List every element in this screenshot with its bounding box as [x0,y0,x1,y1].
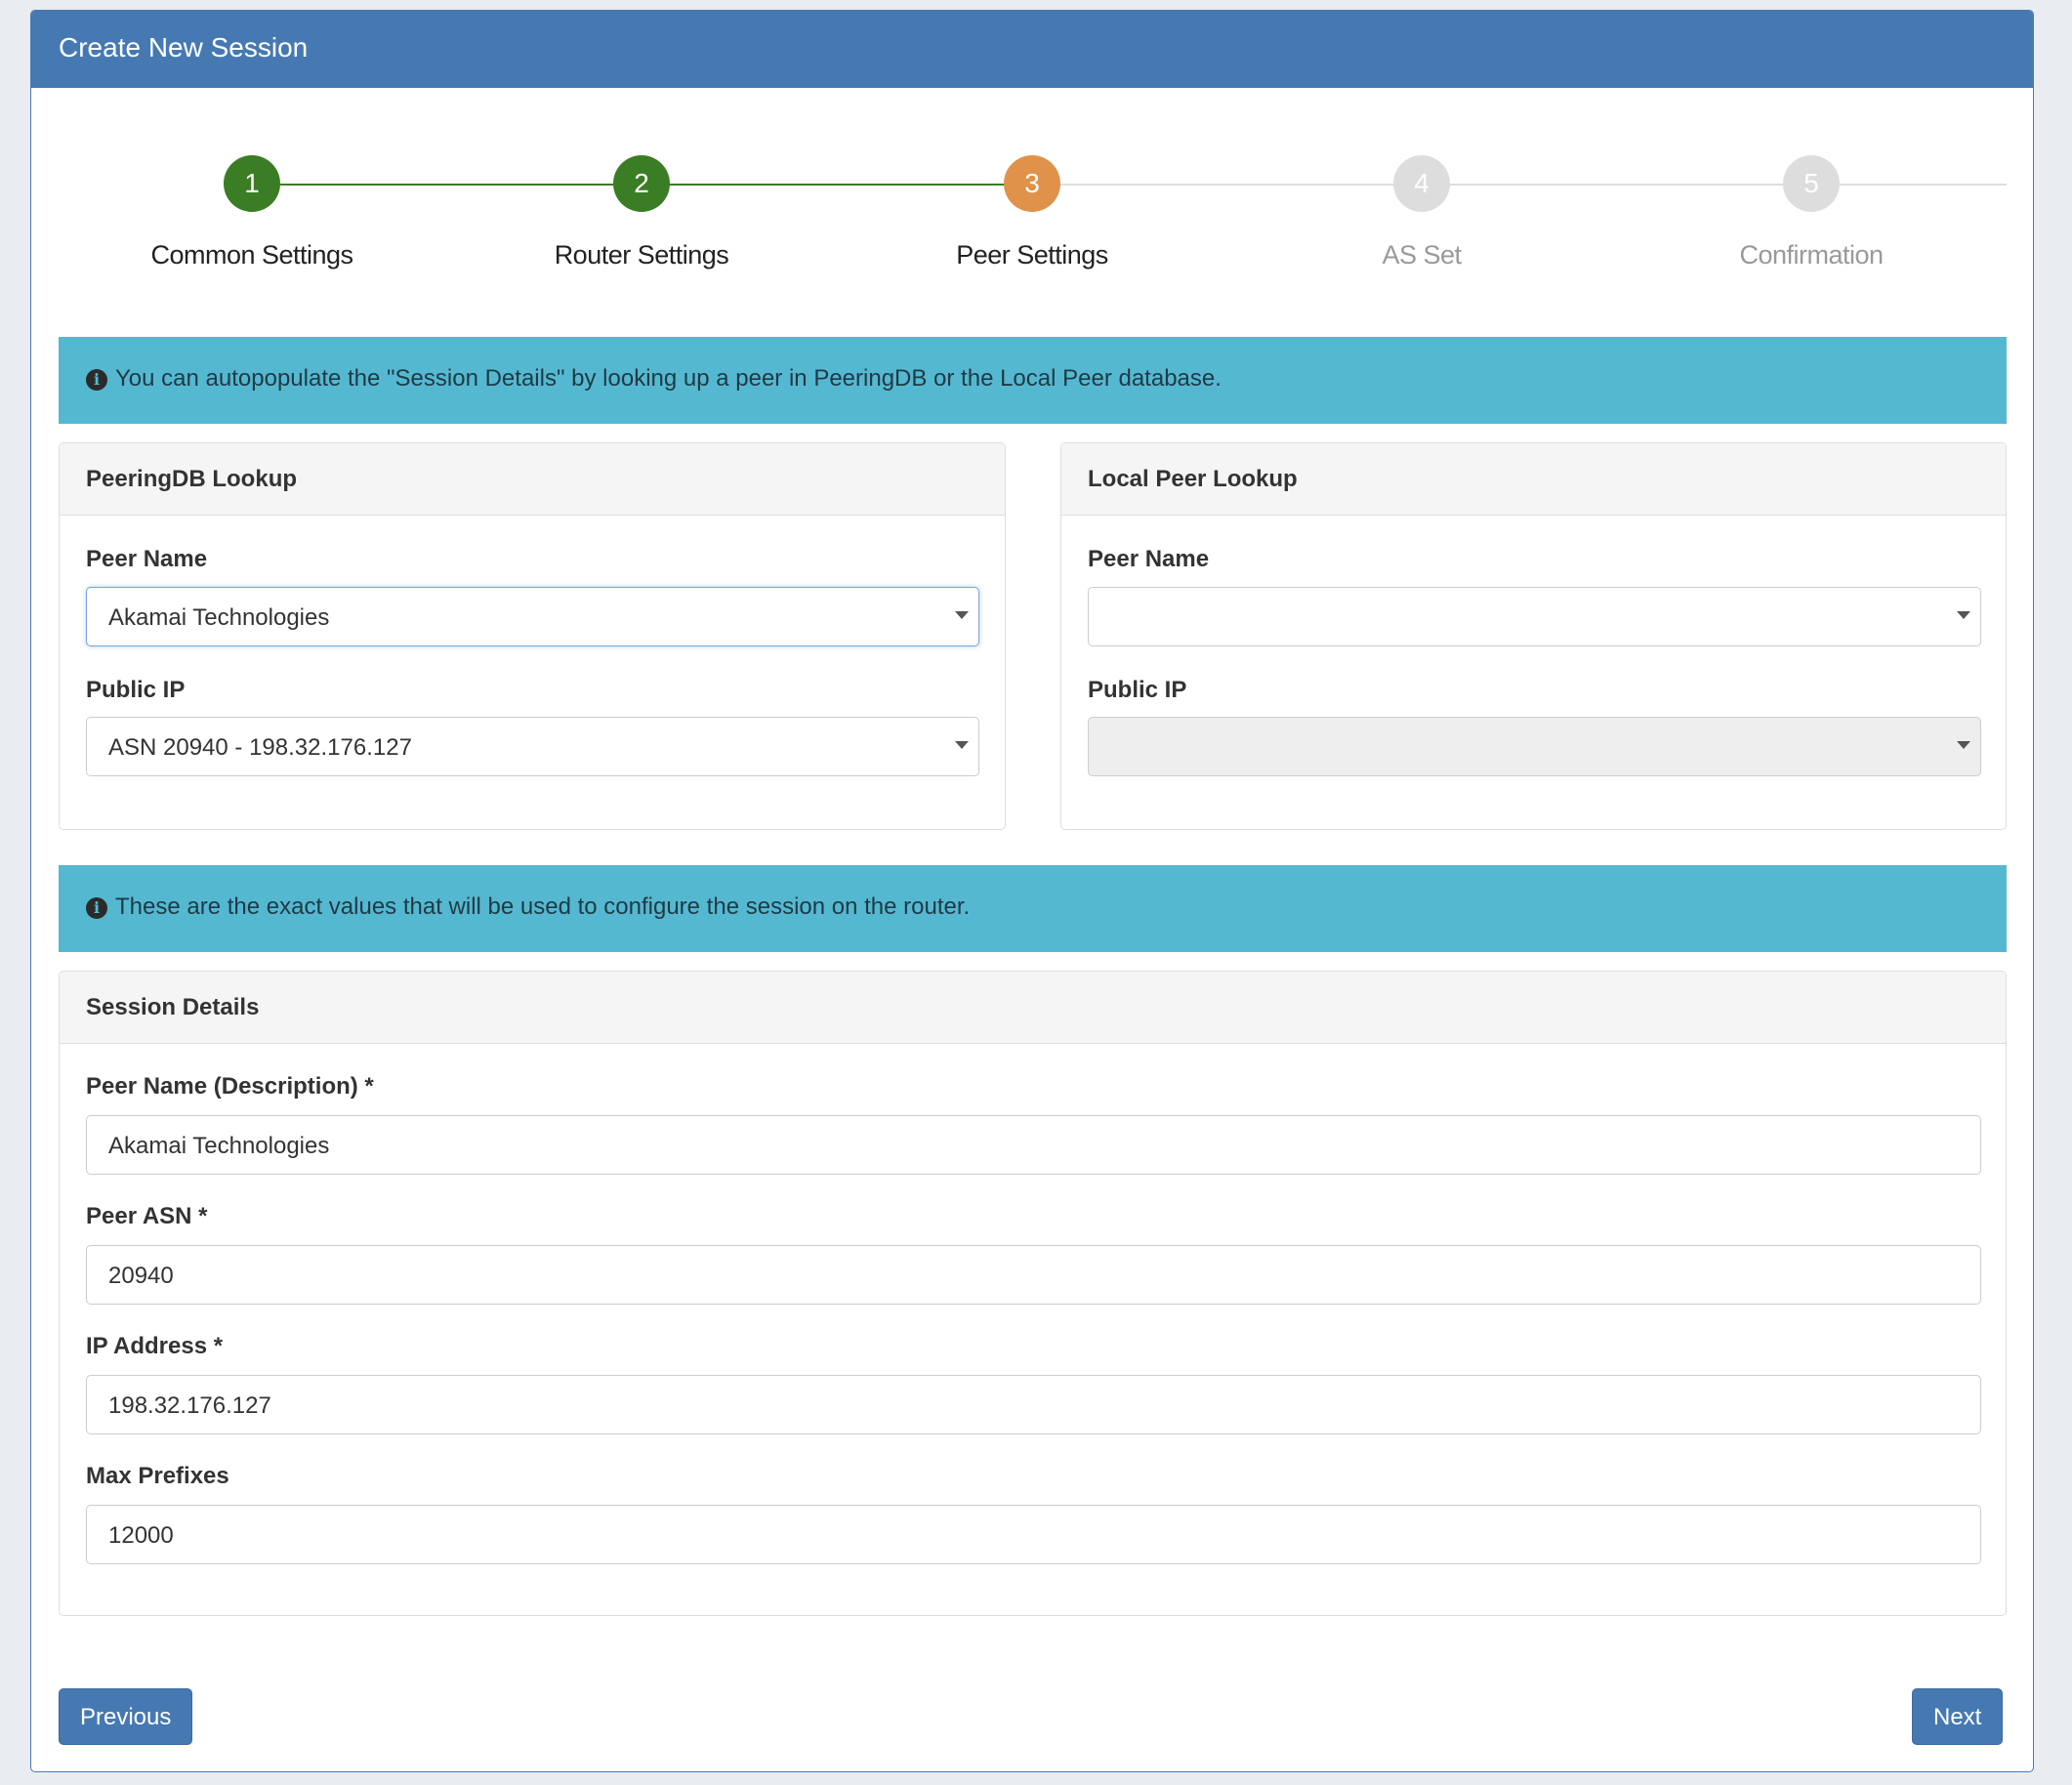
info-icon: i [86,369,107,391]
page-title: Create New Session [59,32,309,62]
local-peer-lookup-panel: Local Peer Lookup Peer Name Public IP [1060,442,2007,830]
step-1-label[interactable]: Common Settings [150,240,353,270]
step-3-label[interactable]: Peer Settings [956,240,1108,270]
panel-title: PeeringDB Lookup [60,443,1005,516]
public-ip-label: Public IP [1088,677,1187,703]
selected-value: ASN 20940 - 198.32.176.127 [108,734,412,761]
step-connector [280,184,670,186]
step-3-circle[interactable]: 3 [1004,155,1060,212]
max-prefixes-label: Max Prefixes [86,1463,229,1489]
chevron-down-icon [1957,741,1970,749]
chevron-down-icon [1957,611,1970,619]
previous-button[interactable]: Previous [59,1688,193,1745]
ip-address-label: IP Address * [86,1333,224,1359]
panel-title: Session Details [60,972,2006,1044]
step-connector [670,184,1060,186]
peer-asn-label: Peer ASN * [86,1203,208,1229]
chevron-down-icon [955,611,969,619]
peeringdb-public-ip-select[interactable]: ASN 20940 - 198.32.176.127 [86,717,979,776]
peer-asn-input[interactable]: 20940 [86,1245,1981,1305]
step-4-label: AS Set [1382,240,1462,270]
peer-name-label: Peer Name [86,546,208,572]
session-info-alert: i These are the exact values that will be… [59,865,2007,952]
local-peer-name-select[interactable] [1088,587,1981,646]
step-5-circle: 5 [1783,155,1840,212]
session-details-panel: Session Details Peer Name (Description) … [59,971,2007,1616]
lookup-info-text: You can autopopulate the "Session Detail… [115,365,1222,392]
peeringdb-peer-name-select[interactable]: Akamai Technologies [86,587,979,646]
peer-description-input[interactable]: Akamai Technologies [86,1115,1981,1175]
peer-description-label: Peer Name (Description) * [86,1073,374,1100]
chevron-down-icon [955,741,969,749]
public-ip-label: Public IP [86,677,186,703]
step-4-circle: 4 [1393,155,1450,212]
step-5-label: Confirmation [1739,240,1884,270]
max-prefixes-input[interactable]: 12000 [86,1505,1981,1564]
step-1-circle[interactable]: 1 [224,155,280,212]
ip-address-input[interactable]: 198.32.176.127 [86,1375,1981,1434]
lookup-info-alert: i You can autopopulate the "Session Detai… [59,337,2007,424]
step-2-label[interactable]: Router Settings [554,240,729,270]
panel-title: Local Peer Lookup [1061,443,2006,516]
info-icon: i [86,897,107,919]
next-button[interactable]: Next [1912,1688,2004,1745]
peeringdb-lookup-panel: PeeringDB Lookup Peer Name Akamai Techno… [59,442,1006,830]
selected-value: Akamai Technologies [108,604,330,631]
step-connector [1060,184,2007,186]
create-session-card: Create New Session 1 2 3 4 5 Common Sett… [30,10,2034,1772]
session-info-text: These are the exact values that will be … [115,893,971,920]
peer-name-label: Peer Name [1088,546,1210,572]
card-header: Create New Session [31,11,2033,88]
step-2-circle[interactable]: 2 [613,155,670,212]
local-public-ip-select [1088,717,1981,776]
